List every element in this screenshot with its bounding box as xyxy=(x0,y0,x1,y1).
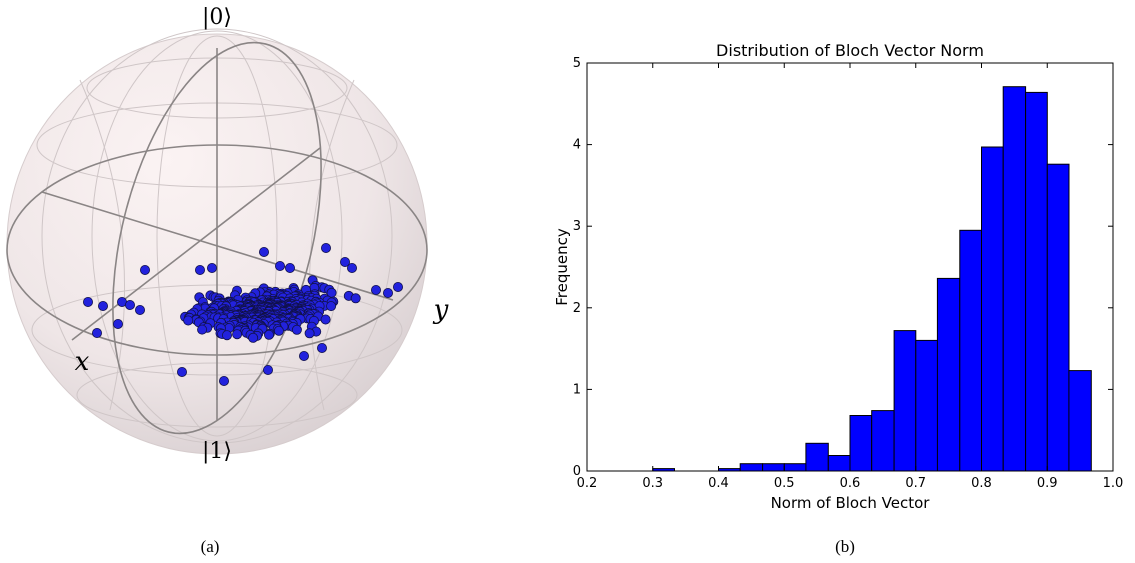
bloch-points xyxy=(83,242,403,386)
y-axis-line xyxy=(71,147,321,341)
x-axis-title: Norm of Bloch Vector xyxy=(771,494,931,512)
histogram-bar xyxy=(1025,91,1048,472)
histogram-bars xyxy=(652,86,1092,472)
histogram-bar xyxy=(849,415,873,472)
histogram-bar xyxy=(805,442,829,472)
bloch-point xyxy=(274,260,285,271)
bloch-point xyxy=(92,327,103,338)
y-axis-title: Frequency xyxy=(553,228,571,306)
histogram-bar xyxy=(762,463,785,472)
bloch-point xyxy=(370,284,381,295)
bloch-point xyxy=(258,246,269,257)
caption-a: (a) xyxy=(201,537,220,556)
ket-one-label: |1⟩ xyxy=(202,439,232,464)
bloch-point xyxy=(316,342,327,353)
great-circles xyxy=(6,41,428,435)
bloch-point xyxy=(218,375,229,386)
x-tick-label: 0.8 xyxy=(971,476,992,491)
x-axis-label: x xyxy=(75,347,90,377)
bloch-point xyxy=(194,264,205,275)
bloch-point xyxy=(197,324,208,335)
histogram-bar xyxy=(827,455,851,472)
histogram-bar xyxy=(739,463,764,472)
x-tick-label: 1.0 xyxy=(1103,476,1124,491)
bloch-point xyxy=(382,287,393,298)
x-tick-label: 0.3 xyxy=(642,476,663,491)
bloch-point xyxy=(350,293,361,304)
histogram-bar xyxy=(981,146,1004,472)
bloch-point xyxy=(221,330,232,341)
x-tick-label: 0.7 xyxy=(905,476,926,491)
bloch-point xyxy=(263,329,274,340)
bloch-point xyxy=(346,262,357,273)
bloch-point xyxy=(284,262,295,273)
bloch-point xyxy=(83,296,94,307)
histogram-bar xyxy=(1002,86,1027,472)
bloch-point xyxy=(232,329,243,340)
bloch-point xyxy=(298,350,309,361)
y-tick-label: 0 xyxy=(573,464,581,479)
histogram-bar xyxy=(1046,163,1070,472)
x-tick-label: 0.2 xyxy=(577,476,598,491)
bloch-point xyxy=(183,315,194,326)
bloch-point xyxy=(392,281,403,292)
x-tick-label: 0.9 xyxy=(1037,476,1058,491)
bloch-sphere-panel: |0⟩ |1⟩ x y xyxy=(6,5,449,464)
ket-zero-label: |0⟩ xyxy=(202,5,232,30)
bloch-point xyxy=(320,314,331,325)
x-tick-label: 0.6 xyxy=(840,476,861,491)
histogram-bar xyxy=(959,229,982,472)
bloch-point xyxy=(273,325,284,336)
bloch-point xyxy=(339,256,350,267)
meridian-xz xyxy=(112,41,322,435)
bloch-point xyxy=(320,242,331,253)
y-tick-label: 5 xyxy=(573,56,581,71)
y-tick-label: 1 xyxy=(573,382,581,397)
bloch-point xyxy=(262,364,273,375)
bloch-point xyxy=(134,304,145,315)
bloch-point xyxy=(98,300,109,311)
histogram-bar xyxy=(915,339,938,472)
y-tick-label: 2 xyxy=(573,301,581,316)
caption-b: (b) xyxy=(835,537,855,556)
bloch-point xyxy=(176,366,187,377)
y-axis-label: y xyxy=(433,295,449,325)
y-tick-label: 4 xyxy=(573,138,581,153)
x-tick-label: 0.5 xyxy=(774,476,795,491)
bloch-point xyxy=(206,262,217,273)
bloch-point xyxy=(113,318,124,329)
bloch-point xyxy=(139,264,150,275)
histogram-bar xyxy=(1068,370,1092,472)
histogram-bar xyxy=(893,330,917,472)
chart-title: Distribution of Bloch Vector Norm xyxy=(716,41,984,60)
y-tick-label: 3 xyxy=(573,219,581,234)
bloch-point xyxy=(326,301,337,312)
bloch-point xyxy=(291,324,302,335)
histogram-bar xyxy=(871,410,895,472)
x-axis-line xyxy=(41,191,394,301)
bloch-point xyxy=(304,328,315,339)
axis-ticks: 0.2 0.3 0.4 0.5 0.6 0.7 0.8 0.9 1.0 0 1 2 3 4 5 xyxy=(573,56,1124,491)
bloch-point xyxy=(125,299,136,310)
histogram-bar xyxy=(936,277,961,472)
histogram-bar xyxy=(783,463,807,472)
x-tick-label: 0.4 xyxy=(708,476,729,491)
bloch-point xyxy=(248,332,259,343)
histogram-panel: Distribution of Bloch Vector Norm 0.2 0.3… xyxy=(553,41,1123,512)
